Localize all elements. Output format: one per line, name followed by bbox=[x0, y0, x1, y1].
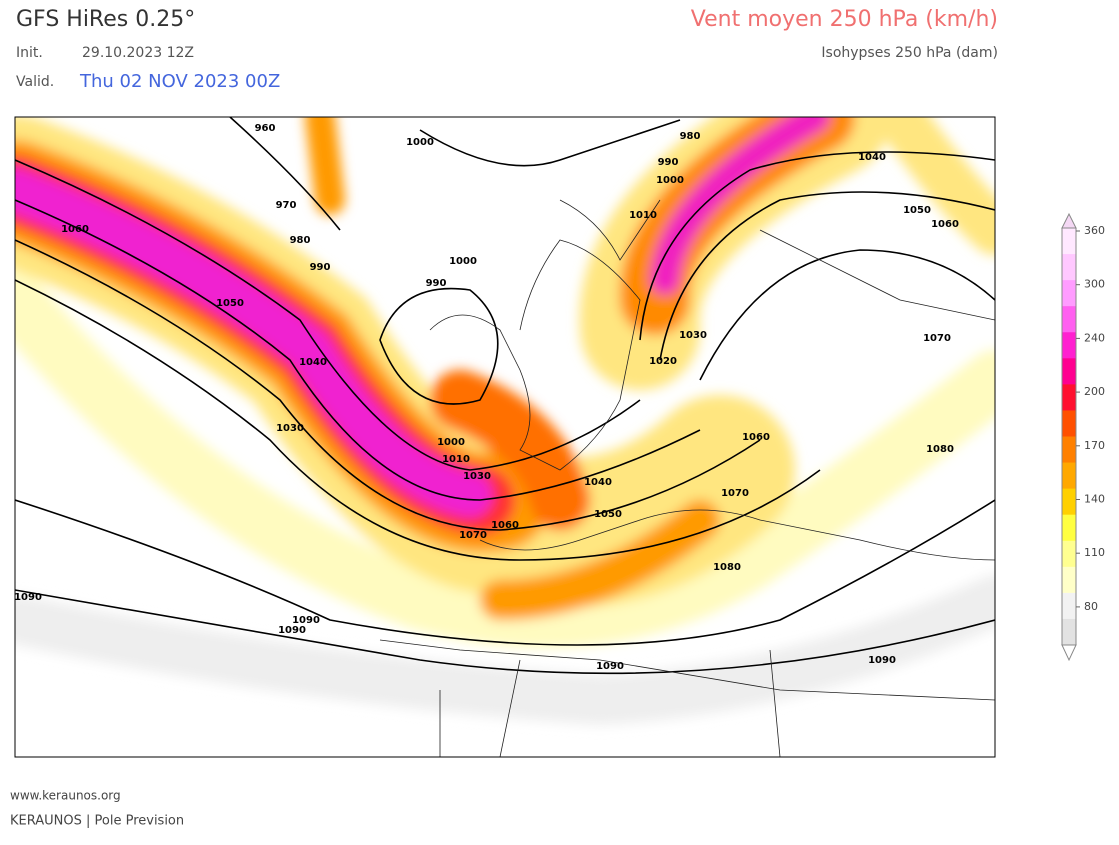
contour-label: 1080 bbox=[926, 444, 954, 455]
colorbar-segment bbox=[1062, 410, 1076, 437]
map bbox=[15, 117, 995, 757]
colorbar-segment bbox=[1062, 618, 1076, 646]
contour-label: 1090 bbox=[596, 661, 624, 672]
contour-label: 1090 bbox=[278, 625, 306, 636]
colorbar-segment bbox=[1062, 488, 1076, 516]
colorbar-segment bbox=[1062, 280, 1076, 307]
contour-label: 1080 bbox=[713, 562, 741, 573]
colorbar-frame bbox=[1061, 227, 1077, 646]
field-subtitle: Isohypses 250 hPa (dam) bbox=[821, 45, 998, 61]
contour-label: 1010 bbox=[629, 210, 657, 221]
colorbar-segment bbox=[1062, 462, 1076, 490]
valid-date: Thu 02 NOV 2023 00Z bbox=[79, 71, 280, 92]
map-frame bbox=[14, 116, 996, 758]
contour-label: 1030 bbox=[463, 471, 491, 482]
contour-label: 1090 bbox=[292, 615, 320, 626]
contour-label: 1040 bbox=[299, 357, 327, 368]
contour-label: 1050 bbox=[216, 298, 244, 309]
colorbar: 360 300 240 200 170 140 110 80 bbox=[1061, 212, 1105, 662]
colorbar-segment bbox=[1062, 332, 1076, 359]
contour-label: 1050 bbox=[903, 205, 931, 216]
contour-label: 990 bbox=[658, 157, 679, 168]
contour-label: 1070 bbox=[721, 488, 749, 499]
contour-label: 1020 bbox=[649, 356, 677, 367]
colorbar-segment bbox=[1062, 254, 1076, 281]
colorbar-tick-label: 300 bbox=[1084, 278, 1105, 291]
contour-label: 1060 bbox=[931, 219, 959, 230]
contour-label: 1030 bbox=[276, 423, 304, 434]
init-date: 29.10.2023 12Z bbox=[82, 45, 194, 61]
colorbar-tick-label: 110 bbox=[1084, 546, 1105, 559]
colorbar-segment bbox=[1062, 540, 1076, 568]
contour-label: 1040 bbox=[584, 477, 612, 488]
colorbar-segment bbox=[1062, 566, 1076, 594]
contour-label: 1030 bbox=[679, 330, 707, 341]
contour-label: 1060 bbox=[742, 432, 770, 443]
contour-label: 1010 bbox=[442, 454, 470, 465]
colorbar-tick-label: 170 bbox=[1084, 439, 1105, 452]
field-title: Vent moyen 250 hPa (km/h) bbox=[691, 7, 998, 32]
colorbar-tick-label: 360 bbox=[1084, 224, 1105, 237]
contour-label: 1000 bbox=[449, 256, 477, 267]
footer-credit: KERAUNOS | Pole Prevision bbox=[10, 814, 184, 829]
contour-label: 990 bbox=[426, 278, 447, 289]
contour-label: 1090 bbox=[868, 655, 896, 666]
colorbar-segment bbox=[1062, 228, 1076, 255]
contour-label: 1050 bbox=[594, 509, 622, 520]
colorbar-segment bbox=[1062, 592, 1076, 620]
model-title: GFS HiRes 0.25° bbox=[16, 7, 195, 32]
contour-label: 1040 bbox=[858, 152, 886, 163]
contour-label: 1060 bbox=[61, 224, 89, 235]
contour-label: 980 bbox=[290, 235, 311, 246]
valid-label: Valid. bbox=[16, 74, 54, 90]
init-label: Init. bbox=[16, 45, 43, 61]
contour-label: 1090 bbox=[14, 592, 42, 603]
colorbar-arrow-top bbox=[1061, 212, 1077, 229]
colorbar-tick-label: 240 bbox=[1084, 331, 1105, 344]
colorbar-tick-label: 140 bbox=[1084, 493, 1105, 506]
contour-label: 960 bbox=[255, 123, 276, 134]
contour-label: 1060 bbox=[491, 520, 519, 531]
colorbar-segment bbox=[1062, 358, 1076, 385]
footer-url: www.keraunos.org bbox=[10, 789, 121, 803]
contour-label: 1000 bbox=[406, 137, 434, 148]
colorbar-segment bbox=[1062, 384, 1076, 411]
contour-label: 990 bbox=[310, 262, 331, 273]
colorbar-segment bbox=[1062, 306, 1076, 333]
colorbar-tick-label: 80 bbox=[1084, 600, 1098, 613]
colorbar-arrow-bottom bbox=[1061, 644, 1077, 662]
contour-label: 970 bbox=[276, 200, 297, 211]
colorbar-tick-label: 200 bbox=[1084, 385, 1105, 398]
colorbar-segment bbox=[1062, 514, 1076, 542]
contour-label: 980 bbox=[680, 131, 701, 142]
contour-label: 1070 bbox=[459, 530, 487, 541]
contour-label: 1070 bbox=[923, 333, 951, 344]
contour-label: 1000 bbox=[437, 437, 465, 448]
colorbar-segment bbox=[1062, 436, 1076, 464]
contour-labels: 9609709809901000980990100010101040105010… bbox=[14, 123, 959, 672]
contour-label: 1000 bbox=[656, 175, 684, 186]
